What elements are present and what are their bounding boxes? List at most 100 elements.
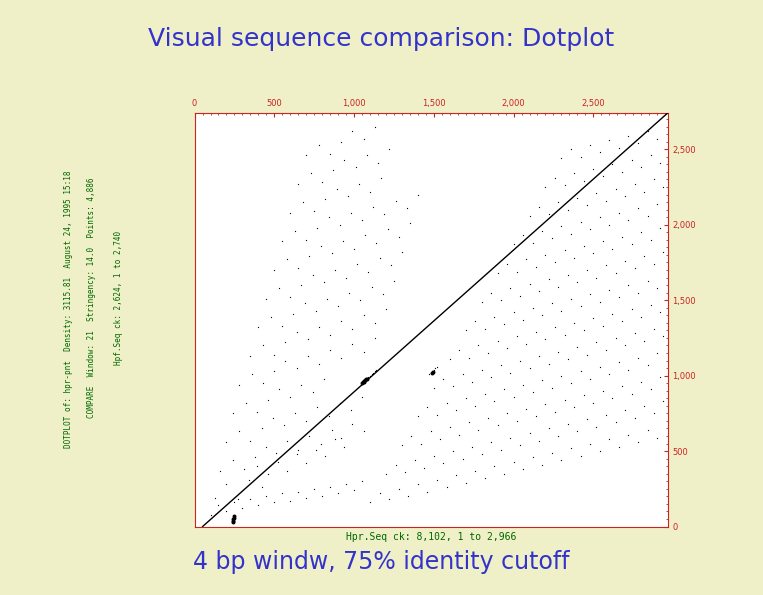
Point bbox=[581, 415, 593, 424]
Point bbox=[401, 203, 413, 213]
Point bbox=[278, 421, 290, 430]
Point bbox=[591, 422, 603, 432]
Point bbox=[478, 389, 491, 399]
Point bbox=[260, 294, 272, 303]
Point bbox=[307, 387, 319, 397]
Point bbox=[575, 217, 587, 227]
Point bbox=[654, 308, 666, 317]
Point bbox=[227, 517, 239, 527]
Point bbox=[555, 371, 568, 380]
Point bbox=[459, 478, 472, 487]
Point bbox=[594, 446, 606, 456]
Text: Visual sequence comparison: Dotplot: Visual sequence comparison: Dotplot bbox=[148, 27, 615, 51]
Point bbox=[269, 497, 281, 507]
Point bbox=[262, 395, 274, 405]
Point bbox=[221, 437, 233, 447]
Point bbox=[597, 321, 609, 331]
Point bbox=[607, 244, 619, 253]
Point bbox=[491, 336, 504, 346]
Point bbox=[273, 283, 285, 293]
Point bbox=[383, 494, 395, 504]
Text: COMPARE  Window: 21  Stringency: 14.0  Points: 4,886: COMPARE Window: 21 Stringency: 14.0 Poin… bbox=[87, 177, 96, 418]
Point bbox=[507, 392, 520, 402]
Point bbox=[623, 280, 635, 290]
Point bbox=[375, 173, 388, 183]
Point bbox=[562, 354, 574, 364]
Point bbox=[520, 404, 533, 414]
Point bbox=[358, 347, 370, 356]
Point bbox=[456, 369, 468, 379]
Point bbox=[330, 184, 343, 193]
Point bbox=[632, 288, 644, 298]
Point bbox=[629, 264, 641, 273]
Point bbox=[231, 494, 243, 504]
Point bbox=[300, 235, 312, 245]
Point bbox=[378, 209, 391, 219]
Point bbox=[349, 162, 362, 172]
Point bbox=[597, 237, 609, 246]
Point bbox=[584, 289, 596, 299]
Point bbox=[613, 442, 625, 452]
Point bbox=[626, 155, 638, 165]
Text: DOTPLOT of: hpr-pnt  Density: 3115.81  August 24, 1995 15:18: DOTPLOT of: hpr-pnt Density: 3115.81 Aug… bbox=[64, 171, 73, 448]
Point bbox=[651, 134, 663, 143]
Point bbox=[549, 322, 561, 332]
Point bbox=[504, 368, 517, 377]
Point bbox=[326, 249, 338, 258]
Point bbox=[319, 195, 331, 204]
Point bbox=[323, 412, 335, 421]
Point bbox=[256, 483, 268, 492]
Point bbox=[501, 344, 513, 353]
Point bbox=[559, 181, 571, 190]
Point bbox=[565, 443, 577, 453]
Point bbox=[335, 433, 347, 442]
Point bbox=[269, 265, 281, 275]
Point bbox=[607, 159, 619, 169]
Point bbox=[360, 375, 372, 384]
Point bbox=[469, 401, 481, 411]
Point bbox=[365, 369, 378, 379]
Point bbox=[310, 445, 322, 455]
Point bbox=[308, 484, 320, 494]
Point bbox=[358, 377, 370, 386]
Point bbox=[632, 353, 644, 362]
Point bbox=[428, 451, 440, 461]
Point bbox=[494, 296, 507, 305]
Point bbox=[343, 288, 356, 298]
Point bbox=[568, 403, 581, 412]
Point bbox=[638, 187, 650, 196]
Point bbox=[469, 317, 481, 326]
Point bbox=[498, 320, 510, 329]
Point bbox=[523, 364, 536, 373]
Point bbox=[327, 165, 340, 175]
Point bbox=[356, 392, 368, 402]
Point bbox=[613, 358, 625, 367]
Point bbox=[209, 493, 221, 503]
Point bbox=[292, 487, 304, 497]
Point bbox=[546, 299, 558, 308]
Point bbox=[288, 309, 300, 318]
Point bbox=[600, 410, 612, 419]
Point bbox=[405, 431, 417, 441]
Point bbox=[536, 460, 549, 469]
Point bbox=[510, 267, 523, 276]
Point bbox=[412, 480, 424, 489]
Point bbox=[654, 372, 666, 382]
Point bbox=[645, 235, 657, 245]
Point bbox=[610, 184, 622, 193]
Point bbox=[373, 488, 385, 498]
Point bbox=[402, 491, 414, 501]
Point bbox=[523, 279, 536, 289]
Point bbox=[326, 425, 338, 435]
Point bbox=[314, 439, 327, 448]
Point bbox=[546, 448, 558, 458]
Point bbox=[642, 126, 654, 136]
Point bbox=[501, 259, 513, 269]
Point bbox=[530, 327, 542, 337]
Point bbox=[594, 297, 606, 306]
Point bbox=[396, 247, 408, 256]
Point bbox=[517, 465, 530, 474]
Point bbox=[336, 237, 349, 246]
Point bbox=[370, 238, 382, 248]
Point bbox=[459, 325, 472, 335]
